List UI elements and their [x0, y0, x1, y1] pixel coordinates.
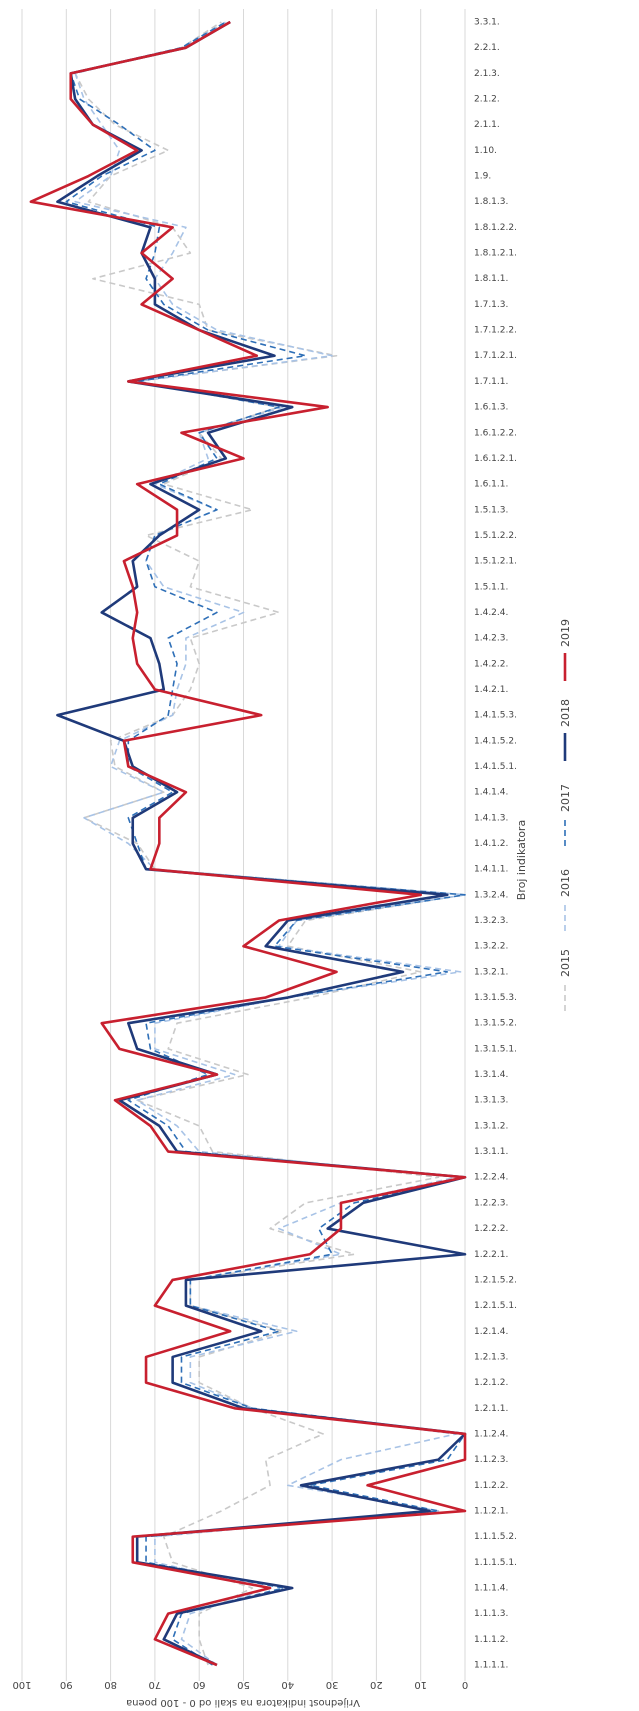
x-tick-label: 1.5.1.2.2.	[474, 531, 517, 541]
x-tick-label: 2.2.1.	[474, 43, 500, 53]
legend-label: 2018	[559, 699, 572, 727]
x-tick-label: 1.10.	[474, 146, 497, 156]
x-tick-label: 1.4.1.5.3.	[474, 711, 517, 721]
x-tick-label: 1.2.2.3.	[474, 1198, 508, 1208]
x-tick-label: 1.7.1.1.	[474, 377, 508, 387]
x-tick-label: 1.5.1.2.1.	[474, 557, 517, 567]
x-tick-label: 1.4.1.5.1.	[474, 762, 517, 772]
x-tick-label: 1.3.2.4.	[474, 890, 508, 900]
x-tick-label: 1.1.2.1.	[474, 1506, 508, 1516]
y-tick-label: 80	[104, 1679, 117, 1690]
x-tick-label: 1.2.1.5.2.	[474, 1275, 517, 1285]
x-tick-label: 1.3.2.1.	[474, 967, 508, 977]
x-tick-label: 1.4.2.2.	[474, 659, 508, 669]
x-tick-label: 1.2.1.3.	[474, 1352, 508, 1362]
x-tick-label: 1.1.2.2.	[474, 1481, 508, 1491]
x-tick-label: 3.3.1.	[474, 18, 500, 28]
x-tick-label: 1.2.1.2.	[474, 1378, 508, 1388]
x-tick-label: 1.3.1.1.	[474, 1147, 508, 1157]
x-tick-label: 1.1.1.1.	[474, 1661, 508, 1671]
x-tick-label: 1.3.1.2.	[474, 1121, 508, 1131]
legend-label: 2017	[559, 784, 572, 812]
x-tick-label: 1.4.2.3.	[474, 634, 508, 644]
x-tick-label: 1.2.1.4.	[474, 1327, 508, 1337]
x-tick-label: 1.1.1.3.	[474, 1609, 508, 1619]
y-tick-label: 100	[12, 1679, 31, 1690]
y-tick-label: 20	[370, 1679, 383, 1690]
x-tick-label: 1.1.1.4.	[474, 1583, 508, 1593]
x-tick-label: 1.4.1.3.	[474, 813, 508, 823]
x-tick-label: 1.3.1.4.	[474, 1070, 508, 1080]
x-tick-label: 1.3.1.5.2.	[474, 1019, 517, 1029]
x-tick-label: 1.7.1.3.	[474, 300, 508, 310]
x-tick-label: 1.4.1.5.2.	[474, 736, 517, 746]
x-tick-label: 1.1.2.3.	[474, 1455, 508, 1465]
x-tick-label: 1.3.2.2.	[474, 942, 508, 952]
x-tick-label: 1.7.1.2.2.	[474, 326, 517, 336]
x-tick-label: 1.8.1.2.1.	[474, 249, 517, 259]
x-tick-label: 1.6.1.2.2.	[474, 428, 517, 438]
x-tick-label: 1.6.1.1.	[474, 480, 508, 490]
x-tick-label: 1.4.1.4.	[474, 788, 508, 798]
y-tick-label: 70	[149, 1679, 162, 1690]
x-tick-label: 2.1.1.	[474, 120, 500, 130]
x-tick-label: 1.2.2.4.	[474, 1173, 508, 1183]
x-tick-label: 1.8.1.1.	[474, 274, 508, 284]
x-tick-label: 1.3.1.5.1.	[474, 1044, 517, 1054]
x-tick-label: 2.1.3.	[474, 69, 500, 79]
x-tick-label: 1.4.2.1.	[474, 685, 508, 695]
x-tick-label: 1.2.1.1.	[474, 1404, 508, 1414]
y-tick-label: 30	[326, 1679, 339, 1690]
x-axis-title: Broj indikatora	[515, 820, 528, 900]
y-tick-label: 50	[237, 1679, 250, 1690]
series-line	[56, 20, 467, 1667]
x-tick-label: 1.1.1.5.1.	[474, 1558, 517, 1568]
x-tick-label: 1.3.1.5.3.	[474, 993, 517, 1003]
x-tick-label: 1.1.2.4.	[474, 1429, 508, 1439]
y-tick-label: 60	[193, 1679, 206, 1690]
legend-label: 2015	[559, 949, 572, 977]
series-line	[65, 21, 466, 1666]
chart-body: Vrijednost indikatora na skali od 0 - 10…	[12, 9, 572, 1708]
x-tick-label: 1.3.1.3.	[474, 1096, 508, 1106]
x-tick-label: 1.2.1.5.1.	[474, 1301, 517, 1311]
x-tick-label: 2.1.2.	[474, 95, 500, 105]
x-tick-label: 1.2.2.2.	[474, 1224, 508, 1234]
x-tick-label: 1.4.2.4.	[474, 608, 508, 618]
y-tick-label: 0	[462, 1679, 468, 1690]
series-line	[29, 20, 467, 1667]
y-tick-label: 90	[60, 1679, 73, 1690]
x-tick-label: 1.6.1.3.	[474, 403, 508, 413]
x-tick-label: 1.4.1.1.	[474, 865, 508, 875]
legend-label: 2016	[559, 869, 572, 897]
x-tick-label: 1.7.1.2.1.	[474, 351, 517, 361]
series-line	[74, 21, 466, 1666]
y-tick-label: 10	[414, 1679, 427, 1690]
x-tick-label: 1.5.1.1.	[474, 582, 508, 592]
x-tick-label: 1.6.1.2.1.	[474, 454, 517, 464]
x-tick-label: 1.1.1.5.2.	[474, 1532, 517, 1542]
x-tick-label: 1.2.2.1.	[474, 1250, 508, 1260]
x-tick-label: 1.5.1.3.	[474, 505, 508, 515]
x-tick-label: 1.3.2.3.	[474, 916, 508, 926]
y-axis-title: Vrijednost indikatora na skali od 0 - 10…	[126, 1697, 360, 1708]
y-tick-label: 40	[281, 1679, 294, 1690]
x-tick-label: 1.8.1.2.2.	[474, 223, 517, 233]
legend-label: 2019	[559, 619, 572, 647]
x-tick-label: 1.1.1.2.	[474, 1635, 508, 1645]
x-tick-label: 1.8.1.3.	[474, 197, 508, 207]
x-tick-label: 1.4.1.2.	[474, 839, 508, 849]
x-tick-label: 1.9.	[474, 172, 491, 182]
series-line	[74, 21, 466, 1666]
